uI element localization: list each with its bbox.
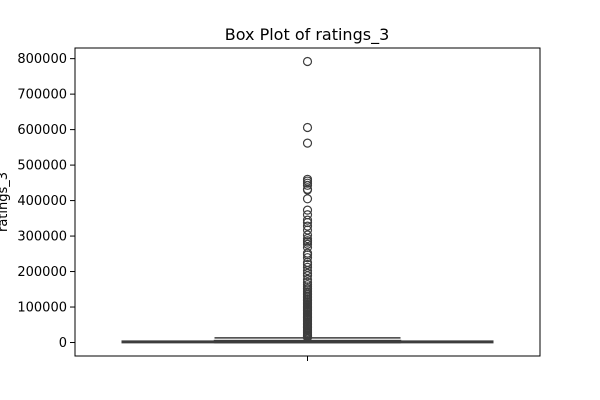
y-tick-label: 500000 — [17, 159, 67, 174]
outlier-point — [302, 259, 313, 270]
outlier-point — [302, 122, 313, 133]
outlier-point — [302, 205, 313, 215]
y-tick-label: 700000 — [17, 88, 67, 103]
outlier-point — [302, 56, 313, 67]
outlier-point — [302, 265, 313, 276]
outlier-point — [302, 180, 313, 190]
plot-area — [121, 56, 494, 344]
outlier-point — [302, 221, 313, 231]
y-tick-label: 800000 — [17, 52, 67, 67]
axes-frame — [74, 47, 541, 357]
outlier-point — [302, 138, 313, 148]
outlier-point — [302, 230, 313, 240]
y-axis-label: ratings_3 — [0, 172, 11, 232]
y-axis: 0 100000 200000 300000 400000 500000 600000 700… — [17, 52, 75, 351]
y-tick-label: 600000 — [17, 123, 67, 138]
y-tick-label: 100000 — [17, 301, 67, 316]
outlier-point — [302, 332, 313, 342]
outlier-point — [302, 239, 313, 249]
y-tick-label: 400000 — [17, 194, 67, 209]
outlier-point — [302, 253, 313, 263]
outlier-point — [302, 194, 313, 204]
y-tick-label: 200000 — [17, 265, 67, 280]
outlier-point — [302, 271, 313, 281]
outlier-point — [302, 185, 313, 195]
outlier-point — [302, 268, 313, 278]
y-tick-label: 0 — [59, 336, 67, 351]
outlier-point — [302, 215, 313, 225]
chart-title: Box Plot of ratings_3 — [225, 25, 390, 45]
y-tick-label: 300000 — [17, 230, 67, 245]
